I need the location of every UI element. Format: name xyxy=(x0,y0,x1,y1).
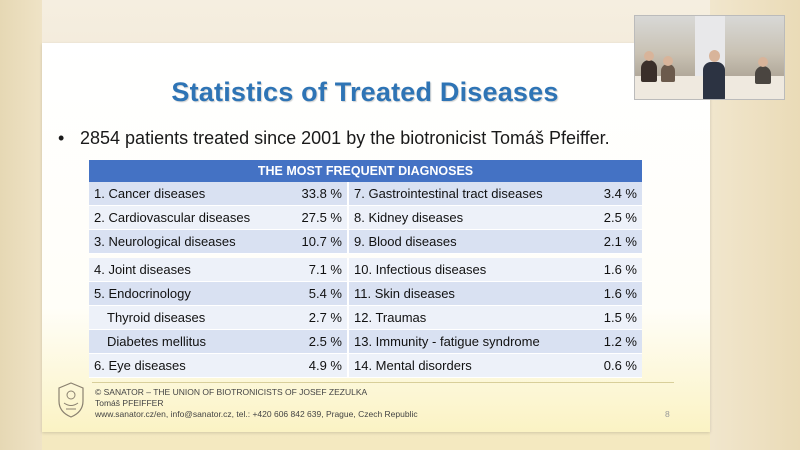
video-head xyxy=(709,50,720,62)
page-number: 8 xyxy=(665,409,670,419)
slide-title: Statistics of Treated Diseases xyxy=(171,77,559,107)
diagnosis-label: 2. Cardiovascular diseases xyxy=(94,210,251,225)
diagnosis-percent: 2.5 % xyxy=(289,330,349,353)
diagnosis-label: 4. Joint diseases xyxy=(94,262,191,277)
diagnosis-label: 3. Neurological diseases xyxy=(94,234,236,249)
table-row: Thyroid diseases 2.7 % 12. Traumas 1.5 % xyxy=(89,306,642,330)
diagnosis-label: Diabetes mellitus xyxy=(107,334,206,349)
diagnosis-label: 9. Blood diseases xyxy=(354,234,457,249)
sanator-logo-icon xyxy=(56,381,86,419)
background-left xyxy=(0,0,42,450)
diagnosis-percent: 0.6 % xyxy=(603,358,637,373)
bullet-point: • 2854 patients treated since 2001 by the… xyxy=(58,128,610,149)
table-row: 4. Joint diseases 7.1 % 10. Infectious d… xyxy=(89,258,642,282)
diagnosis-percent: 3.4 % xyxy=(603,186,637,201)
diagnosis-percent: 7.1 % xyxy=(289,258,349,281)
diagnosis-label: 10. Infectious diseases xyxy=(354,262,487,277)
diagnosis-label: 5. Endocrinology xyxy=(94,286,191,301)
video-speaker xyxy=(703,62,725,99)
diagnosis-label: 12. Traumas xyxy=(354,310,427,325)
video-person xyxy=(661,64,675,82)
video-head xyxy=(758,57,768,67)
table-row: Diabetes mellitus 2.5 % 13. Immunity - f… xyxy=(89,330,642,354)
table-header: THE MOST FREQUENT DIAGNOSES xyxy=(89,160,642,182)
footer-contact: www.sanator.cz/en, info@sanator.cz, tel.… xyxy=(95,409,418,419)
diagnosis-label: 8. Kidney diseases xyxy=(354,210,464,225)
footer-text: © SANATOR – THE UNION OF BIOTRONICISTS O… xyxy=(95,387,418,420)
diagnosis-label: 7. Gastrointestinal tract diseases xyxy=(354,186,543,201)
video-head xyxy=(644,51,654,61)
diagnoses-table: THE MOST FREQUENT DIAGNOSES 1. Cancer di… xyxy=(89,160,642,378)
diagnosis-percent: 1.6 % xyxy=(603,262,637,277)
diagnosis-label: 11. Skin diseases xyxy=(354,286,455,301)
diagnosis-label: 6. Eye diseases xyxy=(94,358,186,373)
diagnosis-percent: 33.8 % xyxy=(289,182,349,205)
table-row: 5. Endocrinology 5.4 % 11. Skin diseases… xyxy=(89,282,642,306)
diagnosis-percent: 10.7 % xyxy=(289,230,349,253)
speaker-video-thumbnail xyxy=(634,15,785,100)
footer-author: Tomáš PFEIFFER xyxy=(95,398,164,408)
diagnosis-percent: 5.4 % xyxy=(289,282,349,305)
diagnosis-percent: 2.1 % xyxy=(603,234,637,249)
diagnosis-label: Thyroid diseases xyxy=(107,310,206,325)
bullet-dot-icon: • xyxy=(58,128,65,148)
diagnosis-label: 1. Cancer diseases xyxy=(94,186,206,201)
diagnosis-percent: 1.5 % xyxy=(603,310,637,325)
diagnosis-percent: 2.7 % xyxy=(289,306,349,329)
footer-copyright: © SANATOR – THE UNION OF BIOTRONICISTS O… xyxy=(95,387,368,397)
diagnosis-label: 13. Immunity - fatigue syndrome xyxy=(354,334,540,349)
diagnosis-percent: 1.2 % xyxy=(603,334,637,349)
diagnosis-percent: 1.6 % xyxy=(603,286,637,301)
diagnosis-label: 14. Mental disorders xyxy=(354,358,472,373)
diagnosis-percent: 2.5 % xyxy=(603,210,637,225)
bullet-text: 2854 patients treated since 2001 by the … xyxy=(80,128,610,148)
video-head xyxy=(663,56,673,66)
video-person xyxy=(641,60,657,82)
footer-divider xyxy=(92,382,674,383)
diagnosis-percent: 27.5 % xyxy=(289,206,349,229)
table-row: 1. Cancer diseases 33.8 % 7. Gastrointes… xyxy=(89,182,642,206)
video-person xyxy=(755,66,771,84)
table-row: 2. Cardiovascular diseases 27.5 % 8. Kid… xyxy=(89,206,642,230)
table-row: 6. Eye diseases 4.9 % 14. Mental disorde… xyxy=(89,354,642,378)
table-row: 3. Neurological diseases 10.7 % 9. Blood… xyxy=(89,230,642,254)
diagnosis-percent: 4.9 % xyxy=(289,354,349,377)
